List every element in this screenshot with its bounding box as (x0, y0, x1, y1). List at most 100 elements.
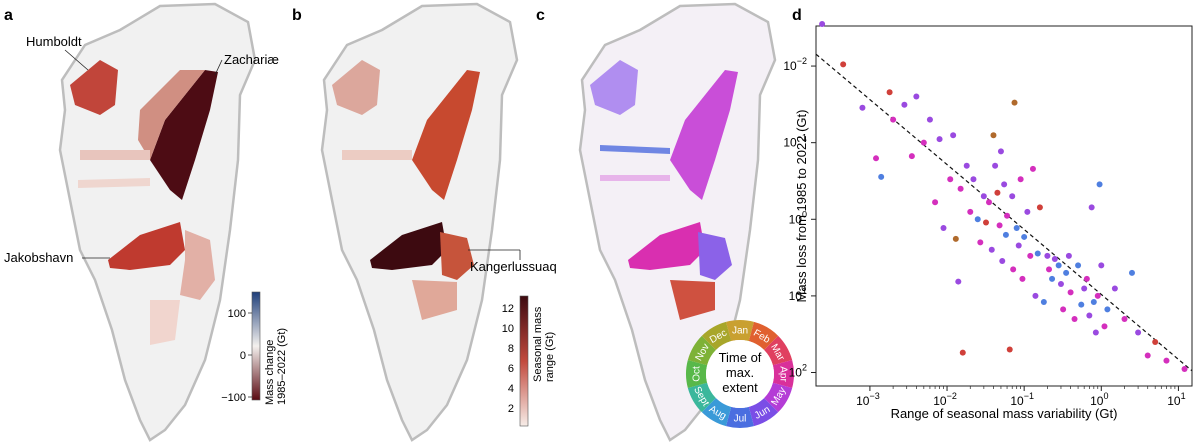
scatter-point (913, 93, 920, 100)
scatter-point (947, 176, 954, 183)
month-wheel-segment (764, 335, 793, 366)
scatter-point (1065, 252, 1072, 259)
scatter-point (970, 176, 977, 183)
y-tick-exponent: 1 (802, 286, 807, 296)
scatter-point (1046, 266, 1053, 273)
scatter-point (908, 153, 915, 160)
scatter-point (901, 101, 908, 108)
scatter-point (1011, 99, 1018, 106)
scatter-point (994, 189, 1001, 196)
x-tick-label: 10−3 (856, 391, 880, 408)
scatter-point (1029, 165, 1036, 172)
x-axis-label: Range of seasonal mass variability (Gt) (891, 406, 1118, 421)
y-tick-exponent: 0 (802, 209, 807, 219)
colorbar-b-tick-5: 4 (508, 383, 514, 395)
scatter-point (1002, 231, 1009, 238)
scatter-point (1071, 315, 1078, 322)
scatter-point (1144, 352, 1151, 359)
scatter-point (1090, 298, 1097, 305)
scatter-point (920, 139, 927, 146)
x-tick-exponent: −1 (1024, 391, 1034, 401)
scatter-point (959, 349, 966, 356)
scatter-point (992, 162, 999, 169)
colorbar-b-ramp (519, 295, 529, 427)
scatter-point (1096, 181, 1103, 188)
scatter-point (1063, 269, 1070, 276)
wheel-title-2: max. (726, 365, 754, 380)
colorbar-a-title-1: Mass change (264, 340, 276, 405)
month-wheel-segment (701, 321, 732, 350)
wheel-title-3: extent (722, 380, 758, 395)
scatter-point (1181, 366, 1188, 373)
scatter-point (957, 185, 964, 192)
scatter-point (936, 136, 943, 143)
scatter-point (1001, 181, 1008, 188)
map-a (58, 2, 257, 442)
panel-letter-a: a (4, 7, 13, 24)
scatter-point (977, 239, 984, 246)
scatter-point (950, 132, 957, 139)
scatter-point (999, 257, 1006, 264)
scatter-point (1104, 306, 1111, 313)
scatter-point (1060, 306, 1067, 313)
basin-c-band-2 (600, 175, 670, 181)
colorbar-b-tick-3: 8 (508, 343, 514, 355)
basin-ne-neighbour (138, 70, 205, 160)
scatter-point (982, 219, 989, 226)
basin-c-jakobshavn (628, 222, 705, 270)
basin-sw (150, 300, 180, 345)
month-wheel-ring (686, 319, 794, 429)
scatter-point (1006, 346, 1013, 353)
colorbar-b-tick-2: 10 (502, 323, 514, 335)
scatter-point (886, 89, 893, 96)
scatter-point (1067, 289, 1074, 296)
scatter-point (840, 61, 847, 68)
wheel-title-1: Time of (719, 350, 762, 365)
month-wheel-segment (726, 406, 754, 429)
scatter-point (1040, 298, 1047, 305)
scatter-point (940, 225, 947, 232)
y-tick-exponent: −1 (797, 133, 807, 143)
scatter-point (932, 199, 939, 206)
leader-zachariae (214, 59, 223, 76)
x-tick-label: 101 (1167, 391, 1185, 408)
month-label: Jul (734, 414, 747, 425)
scatter-points (819, 21, 1188, 373)
colorbar-a-tick-2: 0 (240, 350, 246, 362)
colorbar-a-tick-3: −100 (221, 392, 246, 404)
scatter-point (1101, 323, 1108, 330)
fit-line (815, 53, 1193, 372)
scatter-point (1044, 252, 1051, 259)
scatter-point (963, 162, 970, 169)
basin-b-ne (412, 70, 480, 200)
month-wheel-segment (748, 398, 779, 427)
colorbar-b-tick-1: 12 (502, 303, 514, 315)
month-label: Jan (732, 326, 748, 337)
basin-humboldt (70, 60, 118, 115)
basin-b-nw (332, 60, 380, 115)
scatter-point (1094, 292, 1101, 299)
x-tick-exponent: 0 (1103, 391, 1108, 401)
scatter-point (1092, 329, 1099, 336)
panel-letter-b: b (292, 7, 302, 24)
scatter-point (997, 148, 1004, 155)
scatter-point (1055, 262, 1062, 269)
month-wheel-segment (748, 321, 779, 350)
scatter-point (952, 235, 959, 242)
colorbar-b-title-2: range (Gt) (544, 332, 556, 382)
scatter-point (873, 155, 880, 162)
scatter-point (1015, 242, 1022, 249)
map-c (578, 2, 777, 442)
scatter-point (1083, 275, 1090, 282)
scatter-point (1051, 256, 1058, 263)
scatter-point (1027, 252, 1034, 259)
basin-c-band (600, 145, 670, 154)
scatter-point (955, 278, 962, 285)
x-axis-ticks: 10−3 10−2 10−1 100 101 (856, 386, 1186, 408)
scatter-point (878, 173, 885, 180)
scatter-point (1135, 329, 1142, 336)
panel-letter-c: c (536, 7, 545, 24)
basin-zachariae (150, 70, 218, 200)
